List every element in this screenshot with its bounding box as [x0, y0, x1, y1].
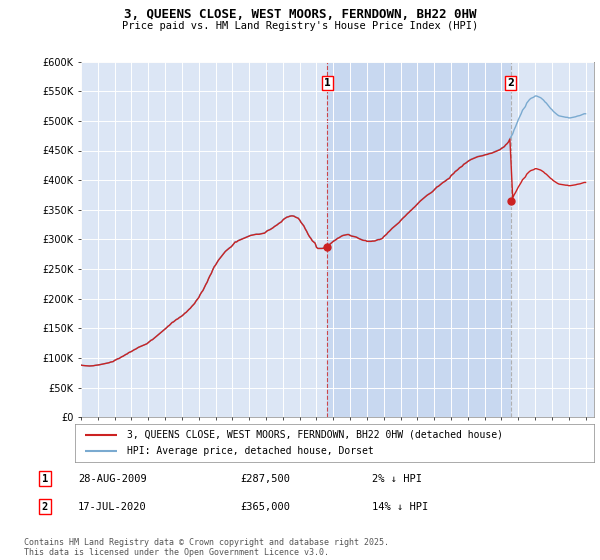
Text: 2: 2 [507, 78, 514, 88]
Text: 1: 1 [42, 474, 48, 484]
Text: 2% ↓ HPI: 2% ↓ HPI [372, 474, 422, 484]
Text: Contains HM Land Registry data © Crown copyright and database right 2025.
This d: Contains HM Land Registry data © Crown c… [24, 538, 389, 557]
Text: HPI: Average price, detached house, Dorset: HPI: Average price, detached house, Dors… [127, 446, 374, 456]
Text: 28-AUG-2009: 28-AUG-2009 [78, 474, 147, 484]
Text: Price paid vs. HM Land Registry's House Price Index (HPI): Price paid vs. HM Land Registry's House … [122, 21, 478, 31]
Text: 17-JUL-2020: 17-JUL-2020 [78, 502, 147, 512]
Text: £365,000: £365,000 [240, 502, 290, 512]
Text: 3, QUEENS CLOSE, WEST MOORS, FERNDOWN, BH22 0HW (detached house): 3, QUEENS CLOSE, WEST MOORS, FERNDOWN, B… [127, 430, 503, 440]
Bar [328, 62, 511, 417]
Text: 3, QUEENS CLOSE, WEST MOORS, FERNDOWN, BH22 0HW: 3, QUEENS CLOSE, WEST MOORS, FERNDOWN, B… [124, 8, 476, 21]
Text: 14% ↓ HPI: 14% ↓ HPI [372, 502, 428, 512]
Text: 2: 2 [42, 502, 48, 512]
Text: 1: 1 [324, 78, 331, 88]
Text: £287,500: £287,500 [240, 474, 290, 484]
